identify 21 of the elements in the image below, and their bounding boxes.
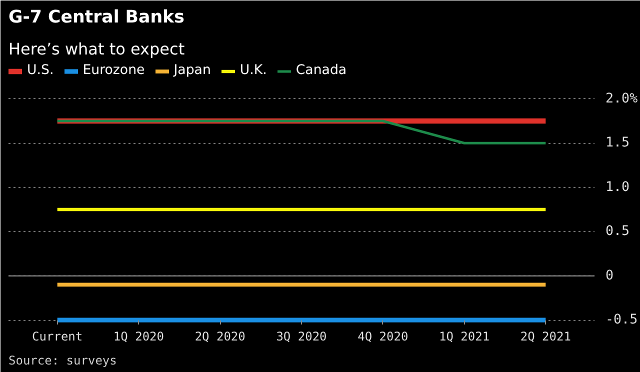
legend-label: Japan [174,63,211,78]
x-tick-label: 2Q 2021 [520,330,571,344]
legend-label: U.S. [27,63,54,78]
x-tick-label: 1Q 2020 [113,330,164,344]
x-tick-label: 2Q 2020 [194,330,246,344]
y-tick-label: 0.5 [606,224,630,240]
legend-label: Canada [296,63,347,78]
chart-subtitle: Here’s what to expect [8,40,185,58]
y-tick-label: -0.5 [606,312,638,328]
legend-label: Eurozone [82,63,145,78]
y-tick-label: 2.0% [606,91,638,106]
source-note: Source: surveys [8,354,117,368]
y-tick-label: 1.5 [606,136,630,151]
legend-label: U.K. [240,63,267,78]
x-tick-label: Current [32,330,83,344]
x-tick-label: 4Q 2020 [358,330,408,344]
y-tick-label: 1.0 [606,180,630,195]
x-tick-label: 3Q 2020 [276,330,327,344]
y-tick-label: 0 [606,268,614,284]
x-tick-label: 1Q 2021 [438,330,490,344]
chart-title: G-7 Central Banks [8,8,184,28]
